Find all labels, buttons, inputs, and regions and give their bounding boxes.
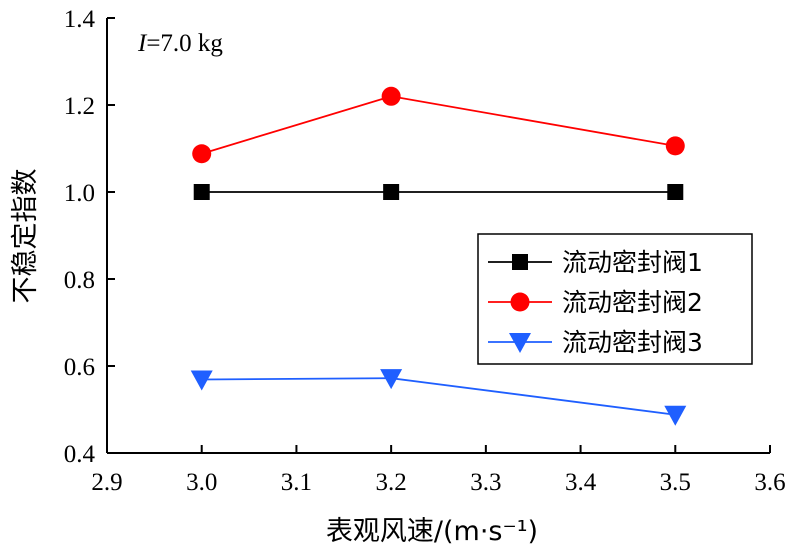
x-tick-label: 3.4 (565, 469, 597, 496)
annotation-italic: I (137, 30, 148, 57)
series-1-point (383, 184, 400, 200)
legend: 流动密封阀1 流动密封阀2 流动密封阀3 (477, 233, 753, 365)
series-1-point (193, 184, 210, 200)
x-tick-label: 3.6 (754, 469, 785, 496)
series-3-point (664, 405, 687, 426)
series-2-point (192, 144, 212, 164)
y-tick-label: 0.4 (64, 441, 96, 468)
x-tick-label: 2.9 (91, 469, 122, 496)
x-tick-label: 3.2 (376, 469, 407, 496)
x-tick-label: 3.0 (186, 469, 217, 496)
legend-label-2: 流动密封阀2 (562, 288, 703, 317)
series-2-point (381, 86, 401, 106)
series-3-point (380, 369, 403, 390)
axes (106, 18, 770, 454)
y-tick-label: 0.6 (64, 354, 95, 381)
series-2-point (665, 136, 685, 156)
legend-items: 流动密封阀1 流动密封阀2 流动密封阀3 (488, 248, 703, 357)
series-2-line (201, 95, 676, 155)
annotation-text: =7.0 kg (146, 30, 223, 57)
y-axis-title: 不稳定指数 (10, 169, 41, 304)
legend-marker-3 (509, 333, 531, 353)
y-tick-label: 1.2 (64, 93, 95, 120)
legend-label-3: 流动密封阀3 (562, 328, 703, 357)
legend-label-1: 流动密封阀1 (562, 248, 703, 277)
y-tick-label: 1.0 (64, 180, 95, 207)
series-3-line (201, 377, 676, 416)
series-layer (190, 86, 687, 426)
y-tick-label: 1.4 (64, 6, 96, 33)
x-tick-label: 3.5 (660, 469, 691, 496)
x-axis-title: 表观风速/(m·s⁻¹) (326, 516, 538, 547)
x-ticks: 2.9 3.0 3.1 3.2 3.3 3.4 3.5 3.6 (91, 445, 786, 496)
y-tick-label: 0.8 (64, 267, 95, 294)
y-ticks: 0.4 0.6 0.8 1.0 1.2 1.4 (64, 6, 115, 468)
x-tick-label: 3.3 (470, 469, 501, 496)
legend-marker-1 (512, 254, 528, 270)
legend-marker-2 (510, 292, 530, 312)
x-tick-label: 3.1 (281, 469, 312, 496)
series-3-point (190, 370, 213, 391)
annotation: I=7.0 kg (137, 30, 223, 57)
series-1-point (667, 184, 684, 200)
